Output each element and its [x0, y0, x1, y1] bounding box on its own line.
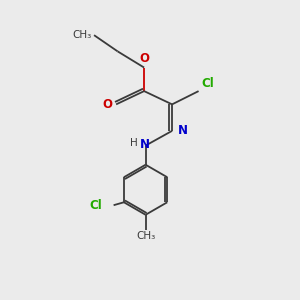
- Text: O: O: [103, 98, 112, 111]
- Text: N: N: [177, 124, 188, 137]
- Text: N: N: [140, 138, 150, 151]
- Text: O: O: [139, 52, 149, 64]
- Text: Cl: Cl: [202, 76, 214, 90]
- Text: CH₃: CH₃: [136, 231, 155, 241]
- Text: Cl: Cl: [90, 199, 102, 212]
- Text: CH₃: CH₃: [73, 30, 92, 40]
- Text: H: H: [130, 138, 137, 148]
